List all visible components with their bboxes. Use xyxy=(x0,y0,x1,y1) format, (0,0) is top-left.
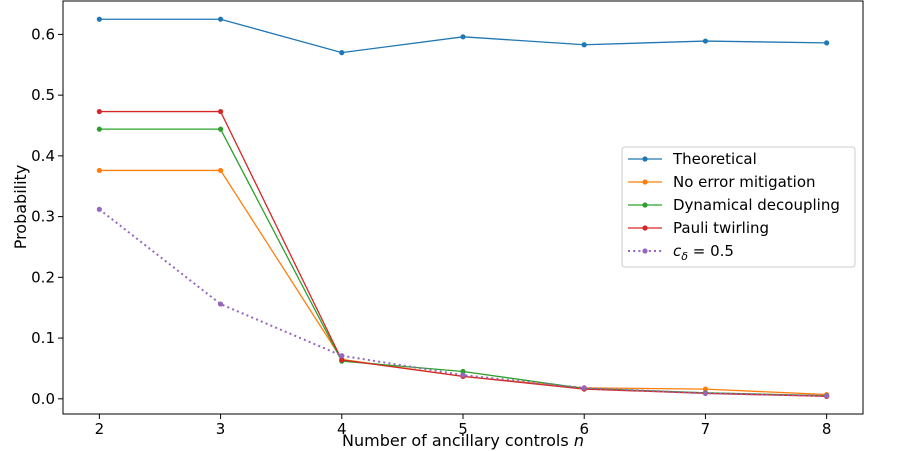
data-point xyxy=(339,50,345,56)
legend-label-0: Theoretical xyxy=(672,150,757,168)
data-point xyxy=(96,167,102,174)
data-point xyxy=(581,385,587,391)
x-tick-label: 4 xyxy=(337,420,347,438)
data-point xyxy=(460,368,466,375)
data-point xyxy=(217,126,224,132)
data-point xyxy=(702,386,709,392)
data-point xyxy=(217,167,224,174)
y-tick-label: 0.2 xyxy=(31,268,55,286)
y-tick-label: 0.0 xyxy=(31,390,55,408)
x-axis-label: Number of ancillary controls n xyxy=(342,431,584,450)
legend: Theoretical No error mitigation Dynamical … xyxy=(621,146,856,268)
data-point xyxy=(824,40,830,46)
data-point xyxy=(339,357,345,363)
y-axis-label: Probability xyxy=(11,165,30,250)
x-tick-label: 8 xyxy=(822,420,832,438)
axis-ticks: 2 3 4 5 6 7 8 0.0 0.1 0.2 0.3 0.4 0.5 0.6 xyxy=(31,25,831,438)
data-point xyxy=(460,372,466,378)
data-point xyxy=(702,38,709,44)
legend-box xyxy=(621,146,856,268)
data-point xyxy=(702,390,709,396)
legend-marker xyxy=(642,156,648,162)
series-layer xyxy=(96,16,830,399)
x-tick-label: 3 xyxy=(216,420,226,438)
y-tick-label: 0.6 xyxy=(31,25,55,43)
data-point xyxy=(824,393,830,399)
data-point xyxy=(460,34,466,40)
legend-label-3: Pauli twirling xyxy=(673,219,769,237)
legend-marker xyxy=(642,248,648,254)
legend-marker xyxy=(642,225,648,231)
data-point xyxy=(339,353,345,359)
legend-marker xyxy=(642,202,648,208)
x-tick-label: 2 xyxy=(95,420,105,438)
y-tick-label: 0.3 xyxy=(31,208,55,226)
data-point xyxy=(217,16,224,22)
data-point xyxy=(217,108,224,115)
x-tick-label: 6 xyxy=(579,420,589,438)
data-point xyxy=(581,42,587,48)
data-point xyxy=(96,126,102,132)
x-tick-label: 5 xyxy=(458,420,468,438)
data-point xyxy=(217,301,224,307)
y-tick-label: 0.1 xyxy=(31,329,55,347)
legend-marker xyxy=(642,179,648,185)
legend-label-1: No error mitigation xyxy=(673,173,816,191)
y-tick-label: 0.5 xyxy=(31,86,55,104)
y-tick-label: 0.4 xyxy=(31,147,55,165)
data-point xyxy=(96,16,102,22)
data-point xyxy=(96,108,102,115)
data-point xyxy=(96,206,102,212)
x-tick-label: 7 xyxy=(701,420,711,438)
legend-label-4: cδ = 0.5 xyxy=(673,242,734,263)
legend-label-2: Dynamical decoupling xyxy=(673,196,840,214)
